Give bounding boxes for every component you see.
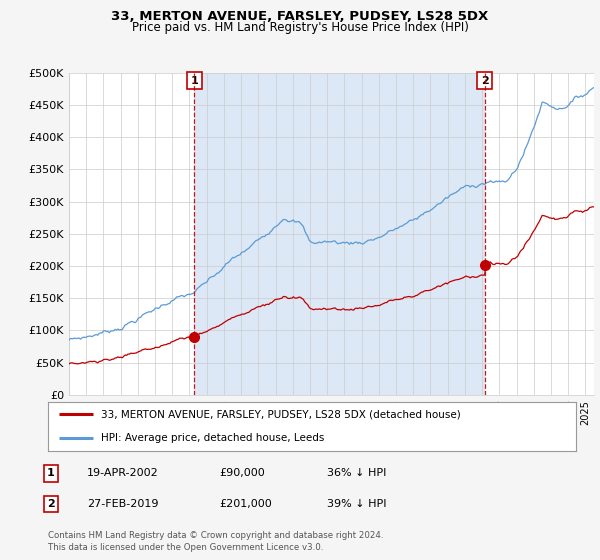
Text: Contains HM Land Registry data © Crown copyright and database right 2024.: Contains HM Land Registry data © Crown c…: [48, 531, 383, 540]
Text: 33, MERTON AVENUE, FARSLEY, PUDSEY, LS28 5DX: 33, MERTON AVENUE, FARSLEY, PUDSEY, LS28…: [112, 10, 488, 23]
Text: £201,000: £201,000: [219, 499, 272, 509]
Text: £90,000: £90,000: [219, 468, 265, 478]
Text: 19-APR-2002: 19-APR-2002: [87, 468, 159, 478]
Text: 36% ↓ HPI: 36% ↓ HPI: [327, 468, 386, 478]
Text: 2: 2: [47, 499, 55, 509]
Text: 39% ↓ HPI: 39% ↓ HPI: [327, 499, 386, 509]
Text: HPI: Average price, detached house, Leeds: HPI: Average price, detached house, Leed…: [101, 433, 324, 443]
Text: 1: 1: [47, 468, 55, 478]
Text: 2: 2: [481, 76, 488, 86]
Text: 33, MERTON AVENUE, FARSLEY, PUDSEY, LS28 5DX (detached house): 33, MERTON AVENUE, FARSLEY, PUDSEY, LS28…: [101, 409, 461, 419]
Text: 1: 1: [191, 76, 199, 86]
Text: 27-FEB-2019: 27-FEB-2019: [87, 499, 158, 509]
Bar: [194, 73, 485, 395]
Text: Price paid vs. HM Land Registry's House Price Index (HPI): Price paid vs. HM Land Registry's House …: [131, 21, 469, 34]
Text: This data is licensed under the Open Government Licence v3.0.: This data is licensed under the Open Gov…: [48, 543, 323, 552]
